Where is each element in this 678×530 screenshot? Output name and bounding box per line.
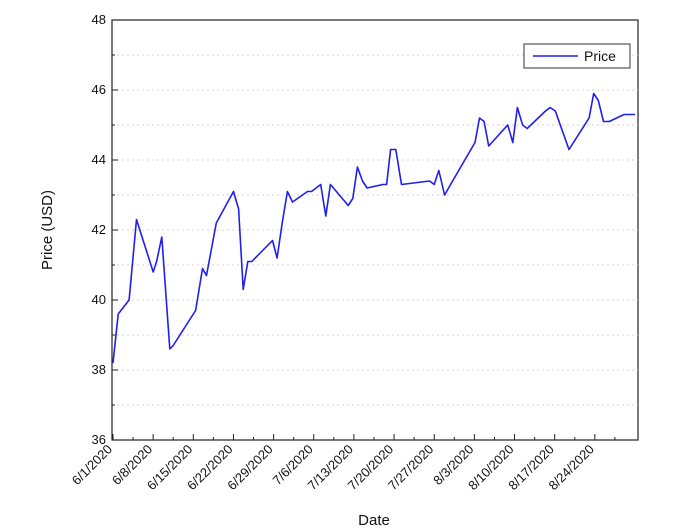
x-axis-title: Date [358, 512, 390, 529]
y-tick-label: 48 [92, 12, 106, 27]
y-axis-title: Price (USD) [39, 190, 56, 270]
series-layer [112, 92, 635, 364]
y-tick-label: 40 [92, 292, 106, 307]
y-axis: 36 38 40 42 44 46 48 [92, 12, 118, 447]
y-tick-label: 46 [92, 82, 106, 97]
legend-label-price: Price [584, 48, 616, 64]
legend: Price [523, 43, 631, 69]
series-line-price [112, 92, 635, 364]
y-tick-label: 36 [92, 432, 106, 447]
y-tick-label: 38 [92, 362, 106, 377]
y-tick-label: 42 [92, 222, 106, 237]
plot-area [111, 19, 639, 441]
x-axis: 6/1/20206/8/20206/15/20206/22/20206/29/2… [69, 434, 616, 493]
x-tick-label: 6/1/2020 [69, 442, 115, 488]
y-tick-label: 44 [92, 152, 106, 167]
